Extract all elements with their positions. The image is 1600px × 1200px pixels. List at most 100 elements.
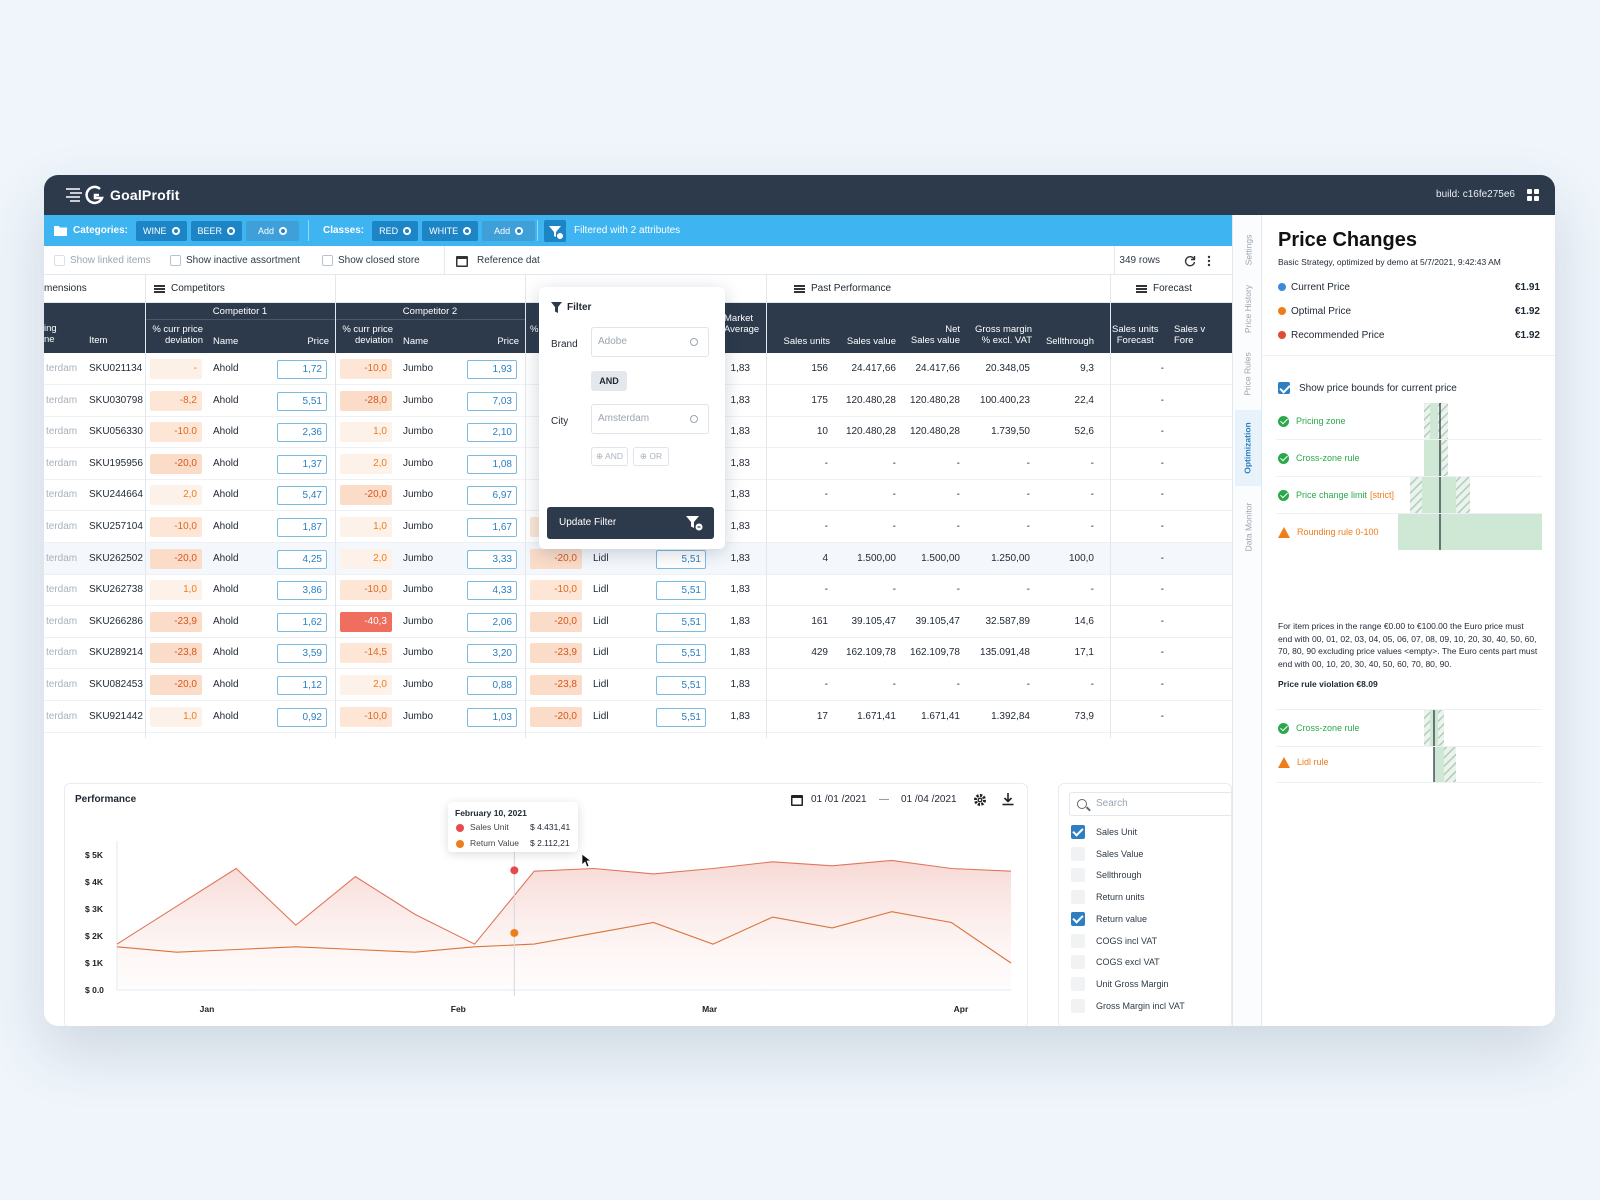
price-input[interactable]: 3,20 [467, 644, 517, 664]
header-sales-value[interactable]: Sales value [846, 336, 896, 347]
update-filter-button[interactable]: Update Filter [547, 507, 714, 539]
price-input[interactable]: 6,97 [467, 486, 517, 506]
series-search-input[interactable]: Search [1069, 792, 1232, 816]
price-input[interactable]: 5,47 [277, 486, 327, 506]
show-closed-checkbox[interactable] [322, 255, 333, 266]
header-deviation[interactable]: % curr price deviation [152, 324, 203, 346]
price-input[interactable]: 5,51 [656, 676, 706, 695]
price-input[interactable]: 1,67 [467, 518, 517, 537]
table-row[interactable]: terdam SKU921442 1,0 Ahold 0,92 -10,0 Jumbo 1,0… [44, 701, 1232, 733]
series-toggle-item[interactable]: Sales Value [1071, 846, 1143, 862]
show-inactive-toggle[interactable]: Show inactive assortment [170, 246, 300, 275]
tab-settings[interactable]: Settings [1235, 225, 1261, 275]
and-operator[interactable]: AND [591, 371, 627, 391]
tab-data-monitor[interactable]: Data Monitor [1235, 495, 1261, 559]
table-row[interactable]: terdam SKU266286 -23,9 Ahold 1,62 -40,3 Jumbo 2… [44, 606, 1232, 638]
price-input[interactable]: 1,03 [467, 707, 517, 727]
show-closed-toggle[interactable]: Show closed store [322, 246, 420, 275]
remove-chip-icon[interactable] [227, 226, 236, 235]
header-price[interactable]: Price [307, 336, 329, 347]
price-input[interactable]: 3,33 [467, 549, 517, 569]
calendar-icon[interactable] [791, 794, 803, 806]
series-checkbox[interactable] [1071, 890, 1085, 905]
header-sales-units[interactable]: Sales units [783, 336, 830, 347]
refresh-icon[interactable] [1184, 255, 1196, 267]
series-checkbox[interactable] [1071, 825, 1085, 839]
series-toggle-item[interactable]: Unit Gross Margin [1071, 976, 1169, 992]
table-row[interactable]: terdam SKU021134- Ahold 1,72 -10,0 Jumbo 1,93 1… [44, 353, 1232, 385]
header-net-sales-value[interactable]: Net Sales value [910, 324, 960, 346]
price-input[interactable]: 3,86 [277, 581, 327, 601]
menu-icon[interactable] [154, 285, 165, 293]
add-category-button[interactable]: Add [246, 220, 300, 241]
filter-status[interactable]: Filtered with 2 attributes [544, 215, 680, 246]
date-from-input[interactable]: 01 /01 /2021 [811, 794, 867, 805]
price-input[interactable]: 4,33 [467, 581, 517, 601]
series-toggle-item[interactable]: Sellthrough [1071, 867, 1142, 883]
header-deviation[interactable]: % c [530, 324, 546, 335]
class-chip-white[interactable]: WHITE [422, 220, 479, 241]
group-forecast[interactable]: Forecast [1136, 275, 1192, 303]
price-input[interactable]: 1,08 [467, 454, 517, 474]
show-inactive-checkbox[interactable] [170, 255, 181, 266]
price-input[interactable]: 5,51 [656, 581, 706, 601]
price-input[interactable]: 1,37 [277, 454, 327, 474]
price-input[interactable]: 2,36 [277, 423, 327, 443]
header-price[interactable]: Price [497, 336, 519, 347]
price-input[interactable]: 5,51 [656, 549, 706, 569]
group-dimensions[interactable]: mensions [44, 275, 87, 303]
rule-cross-zone-2[interactable]: Cross-zone rule [1278, 720, 1448, 736]
series-toggle-item[interactable]: Return value [1071, 911, 1147, 927]
price-input[interactable]: 1,62 [277, 612, 327, 632]
table-row[interactable]: terdam SKU289214 -23,8 Ahold 3,59 -14,5 Jumbo 3… [44, 637, 1232, 670]
clear-icon[interactable] [690, 338, 698, 346]
header-sales-value-forecast[interactable]: Sales v Fore [1174, 324, 1206, 346]
series-checkbox[interactable] [1071, 868, 1085, 883]
series-checkbox[interactable] [1071, 846, 1085, 861]
price-input[interactable]: 4,25 [277, 549, 327, 569]
gear-icon[interactable] [973, 793, 987, 807]
series-toggle-item[interactable]: COGS excl VAT [1071, 954, 1160, 970]
price-input[interactable]: 5,51 [656, 707, 706, 727]
table-row[interactable]: terdam SKU082453 -20,0 Ahold 1,12 2,0 Jumbo 0,8… [44, 669, 1232, 701]
category-chip-beer[interactable]: BEER [190, 220, 243, 241]
tab-price-rules[interactable]: Price Rules [1235, 345, 1261, 403]
city-input[interactable]: Amsterdam [591, 404, 709, 434]
show-linked-toggle[interactable]: Show linked items [54, 246, 151, 275]
header-sales-units-forecast[interactable]: Sales units Forecast [1112, 324, 1159, 346]
series-checkbox[interactable] [1071, 976, 1085, 991]
series-checkbox[interactable] [1071, 911, 1085, 926]
price-input[interactable]: 1,12 [277, 676, 327, 695]
group-competitors[interactable]: Competitors [154, 275, 225, 303]
series-checkbox[interactable] [1071, 998, 1085, 1013]
filter-icon[interactable] [544, 219, 566, 242]
more-vertical-icon[interactable] [1207, 255, 1211, 267]
price-input[interactable]: 0,92 [277, 707, 327, 727]
series-toggle-item[interactable]: COGS incl VAT [1071, 933, 1157, 949]
price-input[interactable]: 5,51 [656, 644, 706, 664]
price-input[interactable]: 2,06 [467, 612, 517, 632]
download-icon[interactable] [1002, 793, 1014, 806]
header-item[interactable]: Item [89, 335, 108, 346]
rule-cross-zone[interactable]: Cross-zone rule [1278, 450, 1448, 466]
price-input[interactable]: 5,51 [656, 612, 706, 632]
table-row[interactable]: terdam SKU262738 1,0 Ahold 3,86 -10,0 Jumbo 4,3… [44, 574, 1232, 607]
header-sellthrough[interactable]: Sellthrough [1045, 336, 1094, 347]
tab-price-history[interactable]: Price History [1235, 277, 1261, 341]
show-linked-checkbox[interactable] [54, 255, 65, 266]
remove-chip-icon[interactable] [171, 226, 180, 235]
price-input[interactable]: 1,72 [277, 360, 327, 379]
series-checkbox[interactable] [1071, 933, 1085, 948]
show-price-bounds-toggle[interactable]: Show price bounds for current price [1278, 381, 1540, 395]
rule-rounding[interactable]: Rounding rule 0-100 [1278, 524, 1448, 540]
category-chip-wine[interactable]: WINE [136, 220, 187, 241]
header-market-average[interactable]: Market Average [724, 313, 760, 335]
tab-optimization[interactable]: Optimization [1235, 410, 1261, 486]
price-input[interactable]: 1,93 [467, 360, 517, 379]
series-checkbox[interactable] [1071, 955, 1085, 970]
header-pricing-zone[interactable]: ing ne [44, 323, 57, 345]
header-gross-margin[interactable]: Gross margin % excl. VAT [974, 324, 1032, 346]
header-deviation[interactable]: % curr price deviation [342, 324, 393, 346]
rule-price-change-limit[interactable]: Price change limit [strict] [1278, 487, 1448, 503]
remove-chip-icon[interactable] [403, 226, 412, 235]
